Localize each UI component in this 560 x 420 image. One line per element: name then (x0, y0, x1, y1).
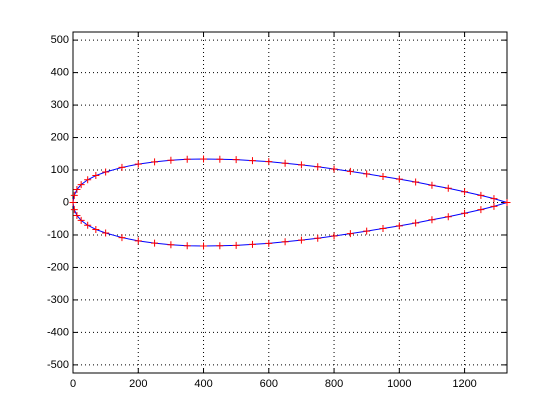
point-marker (167, 156, 175, 164)
x-tick-label: 200 (129, 378, 147, 390)
point-marker (248, 157, 256, 165)
point-marker (379, 173, 387, 181)
point-marker (248, 240, 256, 248)
point-marker (379, 224, 387, 232)
point-marker (232, 241, 240, 249)
point-marker (183, 155, 191, 163)
x-tick-label: 400 (194, 378, 212, 390)
point-marker (346, 167, 354, 175)
point-marker (346, 230, 354, 238)
point-marker (102, 168, 110, 176)
y-tick-label: 200 (51, 131, 69, 143)
point-marker (314, 234, 322, 242)
point-marker (265, 158, 273, 166)
y-tick-label: -300 (47, 294, 69, 306)
x-tick-label: 1000 (387, 378, 411, 390)
point-marker (297, 161, 305, 169)
point-marker (77, 216, 85, 224)
y-tick-label: 0 (63, 196, 69, 208)
point-marker (92, 225, 100, 233)
point-marker (428, 181, 436, 189)
point-marker (200, 155, 208, 163)
point-marker (281, 159, 289, 167)
point-marker (477, 191, 485, 199)
y-tick-label: 500 (51, 34, 69, 46)
point-marker (70, 206, 78, 214)
y-tick-label: 100 (51, 164, 69, 176)
point-marker (444, 213, 452, 221)
point-marker (265, 239, 273, 247)
point-marker (84, 221, 92, 229)
point-marker (167, 241, 175, 249)
point-marker (77, 181, 85, 189)
y-tick-label: -400 (47, 326, 69, 338)
point-marker (490, 202, 498, 210)
point-marker (216, 155, 224, 163)
point-marker (151, 158, 159, 166)
point-marker (477, 206, 485, 214)
point-marker (134, 160, 142, 168)
point-marker (73, 211, 81, 219)
point-marker (461, 188, 469, 196)
point-marker (151, 239, 159, 247)
point-marker (118, 163, 126, 171)
point-marker (69, 199, 77, 206)
point-marker (183, 242, 191, 250)
point-marker (461, 209, 469, 217)
point-marker (412, 178, 420, 186)
point-marker (363, 170, 371, 178)
point-marker (395, 222, 403, 230)
point-marker (503, 199, 511, 206)
x-tick-label: 600 (260, 378, 278, 390)
point-marker (297, 236, 305, 244)
point-marker (70, 191, 78, 199)
y-tick-label: -100 (47, 229, 69, 241)
point-marker (216, 242, 224, 250)
point-marker (444, 184, 452, 192)
x-tick-label: 0 (70, 378, 76, 390)
point-marker (412, 219, 420, 227)
point-marker (200, 242, 208, 250)
x-tick-label: 1200 (452, 378, 476, 390)
y-tick-label: 300 (51, 99, 69, 111)
point-marker (92, 172, 100, 180)
point-marker (330, 232, 338, 240)
point-marker (232, 156, 240, 164)
point-marker (118, 234, 126, 242)
point-marker (428, 216, 436, 224)
point-marker (314, 163, 322, 171)
point-marker (73, 186, 81, 194)
x-tick-label: 800 (325, 378, 343, 390)
point-marker (102, 229, 110, 237)
point-marker (281, 238, 289, 246)
point-marker (330, 165, 338, 173)
point-marker (134, 237, 142, 245)
point-marker (395, 175, 403, 183)
y-tick-label: -200 (47, 261, 69, 273)
point-marker (84, 176, 92, 184)
y-tick-label: 400 (51, 67, 69, 79)
point-marker (363, 227, 371, 235)
point-marker (490, 195, 498, 203)
y-tick-label: -500 (47, 359, 69, 371)
